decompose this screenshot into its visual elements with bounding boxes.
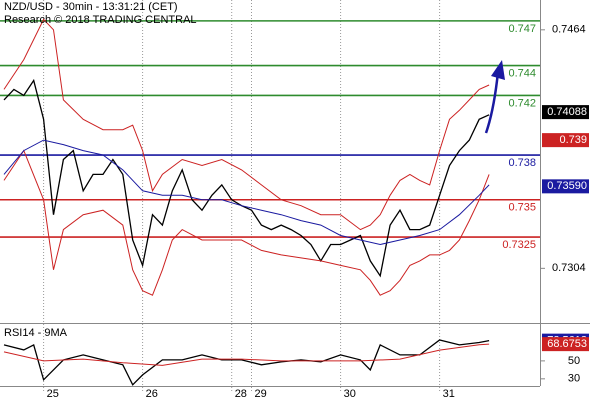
price-marker-box	[542, 179, 589, 194]
price-marker-label: 0.739	[559, 134, 587, 146]
price-marker-label: 0.74088	[547, 106, 587, 118]
rsi-title: RSI14 - 9MA	[4, 327, 68, 339]
chart-title: NZD/USD - 30min - 13:31:21 (CET)	[4, 1, 178, 13]
x-tick-label: 30	[344, 388, 356, 400]
y-tick-label: 50	[568, 355, 580, 367]
series-line	[3, 339, 490, 386]
price-marker-label: 68.6753	[547, 338, 587, 350]
y-tick-label: 0.7304	[552, 262, 586, 274]
level-label: 0.7325	[502, 239, 536, 251]
series-line	[3, 18, 490, 231]
x-tick-label: 25	[47, 388, 59, 400]
x-tick-label: 28	[235, 388, 247, 400]
level-label: 0.735	[508, 202, 536, 214]
x-tick-label: 31	[443, 388, 455, 400]
series-line	[3, 149, 490, 296]
x-tick-label: 29	[255, 388, 267, 400]
price-marker-box	[542, 105, 589, 120]
x-tick-label: 26	[146, 388, 158, 400]
level-label: 0.742	[508, 97, 536, 109]
level-label: 0.747	[508, 23, 536, 35]
y-tick-label: 30	[568, 373, 580, 385]
forecast-arrow	[484, 71, 500, 134]
chart-subtitle: Research © 2018 TRADING CENTRAL	[4, 14, 197, 26]
level-label: 0.744	[508, 67, 536, 79]
price-marker-box	[542, 133, 589, 148]
level-label: 0.738	[508, 157, 536, 169]
price-marker-box	[542, 337, 589, 352]
series-line	[3, 139, 490, 246]
series-line	[3, 343, 490, 366]
price-marker-label: 0.73590	[547, 180, 587, 192]
series-line	[3, 78, 490, 278]
y-tick-label: 0.7464	[552, 24, 586, 36]
forecast-arrow-head	[491, 60, 505, 80]
